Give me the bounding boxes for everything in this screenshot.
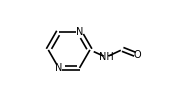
Text: NH: NH	[99, 52, 113, 62]
Text: N: N	[76, 27, 83, 37]
Text: N: N	[55, 63, 62, 73]
Text: O: O	[133, 50, 141, 60]
